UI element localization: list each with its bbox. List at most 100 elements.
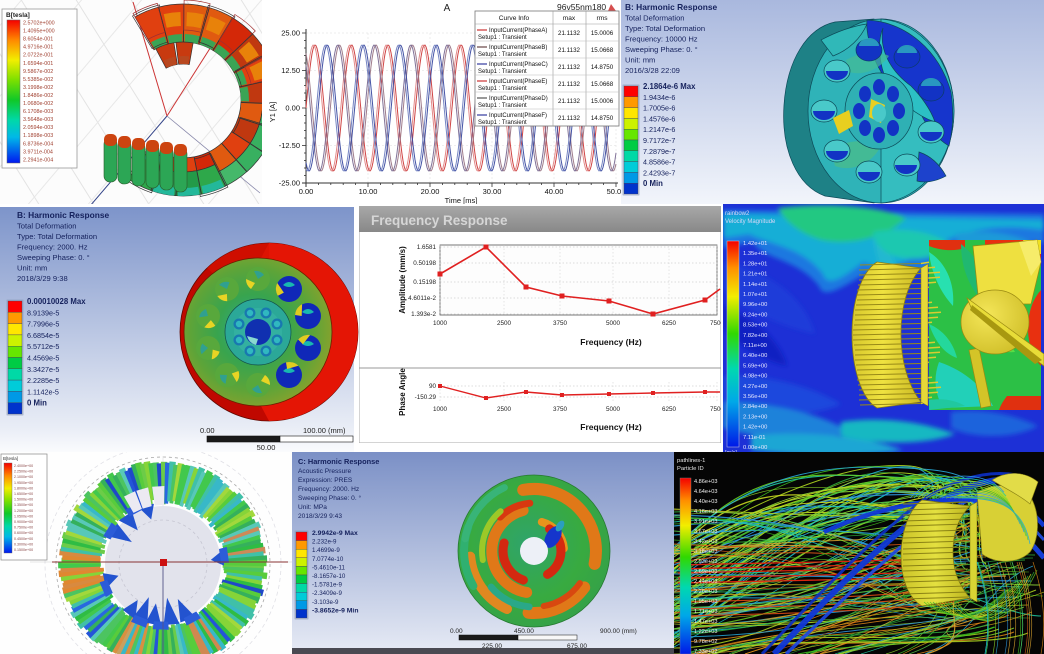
svg-text:2.1000e+00: 2.1000e+00 [14,475,33,479]
svg-text:90: 90 [429,383,437,390]
svg-text:Frequency (Hz): Frequency (Hz) [580,422,642,432]
svg-text:2.5702e+000: 2.5702e+000 [23,21,55,27]
svg-text:3.18e+03: 3.18e+03 [694,549,718,555]
svg-text:0.1500e+00: 0.1500e+00 [14,548,33,552]
svg-text:Particle ID: Particle ID [677,466,704,472]
svg-text:B[tesla]: B[tesla] [6,12,30,19]
svg-text:1.14e+01: 1.14e+01 [743,282,767,288]
svg-text:-2.3409e-9: -2.3409e-9 [312,590,342,597]
svg-text:Y1 [A]: Y1 [A] [268,102,277,122]
svg-text:7.11e+00: 7.11e+00 [743,343,767,349]
svg-text:B: Harmonic Response: B: Harmonic Response [625,2,717,12]
svg-text:Type: Total Deformation: Type: Total Deformation [625,24,705,33]
svg-text:-12.50: -12.50 [279,141,300,150]
svg-text:3750: 3750 [553,320,568,327]
svg-text:3.1998e-002: 3.1998e-002 [23,85,53,91]
svg-text:InputCurrent(PhaseA): InputCurrent(PhaseA) [489,28,547,34]
svg-text:40.00: 40.00 [545,187,564,196]
svg-text:1.47e+03: 1.47e+03 [694,619,718,625]
svg-text:9.5867e-002: 9.5867e-002 [23,69,53,75]
svg-text:3.91e+03: 3.91e+03 [694,519,718,525]
svg-text:3.9711e-004: 3.9711e-004 [23,149,53,155]
svg-text:1.42e+00: 1.42e+00 [743,425,767,431]
svg-text:3.5648e-003: 3.5648e-003 [23,117,53,123]
svg-text:0 Min: 0 Min [27,399,47,408]
svg-text:1.07e+01: 1.07e+01 [743,292,767,298]
svg-text:0.00: 0.00 [200,426,215,435]
svg-text:6.6854e-5: 6.6854e-5 [27,331,59,340]
svg-text:Type: Total Deformation: Type: Total Deformation [17,232,97,241]
svg-text:1.28e+01: 1.28e+01 [743,261,767,267]
svg-text:12.50: 12.50 [281,66,300,75]
svg-text:1.95e+03: 1.95e+03 [694,599,718,605]
svg-text:0.6000e+00: 0.6000e+00 [14,531,33,535]
svg-text:1.1898e-003: 1.1898e-003 [23,133,53,139]
svg-text:A: A [444,3,451,14]
svg-text:8.53e+00: 8.53e+00 [743,323,767,329]
svg-text:0.00e+00: 0.00e+00 [743,445,767,451]
svg-text:0.9000e+00: 0.9000e+00 [14,520,33,524]
svg-text:6250: 6250 [662,320,677,327]
svg-text:675.00: 675.00 [567,643,587,650]
svg-text:1.6594e-001: 1.6594e-001 [23,61,53,67]
svg-text:0.4500e+00: 0.4500e+00 [14,537,33,541]
svg-text:4.9716e-001: 4.9716e-001 [23,45,53,51]
svg-text:1.3500e+00: 1.3500e+00 [14,503,33,507]
svg-text:4.40e+03: 4.40e+03 [694,499,718,505]
svg-text:2.0722e-001: 2.0722e-001 [23,53,53,59]
svg-text:Setup1 : Transient: Setup1 : Transient [478,120,527,126]
svg-text:2.232e-9: 2.232e-9 [312,539,337,546]
svg-text:0.00: 0.00 [299,187,314,196]
svg-text:Amplitude (mm/s): Amplitude (mm/s) [398,246,407,314]
svg-text:1.6500e+00: 1.6500e+00 [14,492,33,496]
svg-text:0.00: 0.00 [450,628,463,635]
svg-text:Setup1 : Transient: Setup1 : Transient [478,103,527,109]
svg-text:30.00: 30.00 [483,187,502,196]
svg-text:7500: 7500 [710,406,721,413]
svg-text:6250: 6250 [662,406,677,413]
svg-text:1.0680e-002: 1.0680e-002 [23,101,53,107]
svg-text:rainbow2: rainbow2 [725,211,750,217]
svg-text:4.4569e-5: 4.4569e-5 [27,354,59,363]
svg-text:Setup1 : Transient: Setup1 : Transient [478,86,527,92]
svg-text:21.1132: 21.1132 [558,98,580,105]
svg-text:-150.29: -150.29 [415,394,437,401]
svg-text:2.4000e+00: 2.4000e+00 [14,464,33,468]
svg-text:2.2285e-5: 2.2285e-5 [27,376,59,385]
svg-text:8.9139e-5: 8.9139e-5 [27,308,59,317]
svg-text:1.35e+01: 1.35e+01 [743,251,767,257]
svg-text:21.1132: 21.1132 [558,115,580,122]
svg-text:1.4576e-6: 1.4576e-6 [643,114,675,123]
svg-text:2.1864e-6 Max: 2.1864e-6 Max [643,82,696,91]
svg-text:1.21e+01: 1.21e+01 [743,272,767,278]
svg-text:-5.4610e-11: -5.4610e-11 [312,564,345,571]
svg-text:10.00: 10.00 [359,187,378,196]
svg-text:9.24e+00: 9.24e+00 [743,312,767,318]
svg-text:6.40e+00: 6.40e+00 [743,353,767,359]
svg-text:7.11e-01: 7.11e-01 [743,435,765,441]
svg-text:Sweeping Phase: 0. °: Sweeping Phase: 0. ° [298,494,361,502]
svg-text:1.4699e-9: 1.4699e-9 [312,547,340,554]
svg-text:Curve Info: Curve Info [499,15,530,22]
svg-text:1000: 1000 [433,406,448,413]
svg-text:InputCurrent(PhaseF): InputCurrent(PhaseF) [489,113,547,119]
svg-text:pathlines-1: pathlines-1 [677,458,705,464]
svg-text:Sweeping Phase: 0. °: Sweeping Phase: 0. ° [625,45,698,54]
svg-text:1.2000e+00: 1.2000e+00 [14,509,33,513]
svg-text:InputCurrent(PhaseE): InputCurrent(PhaseE) [489,79,547,85]
svg-text:1.9500e+00: 1.9500e+00 [14,481,33,485]
svg-text:2016/3/28 22:09: 2016/3/28 22:09 [625,66,680,75]
svg-text:100.00 (mm): 100.00 (mm) [303,426,346,435]
svg-text:7.82e+00: 7.82e+00 [743,333,767,339]
svg-text:9.78e+02: 9.78e+02 [694,639,718,645]
svg-text:5.69e+00: 5.69e+00 [743,363,767,369]
svg-text:rms: rms [597,15,609,22]
svg-text:-25.00: -25.00 [279,179,300,188]
svg-text:15.0668: 15.0668 [591,47,614,54]
svg-text:-1.5781e-9: -1.5781e-9 [312,582,342,589]
svg-text:Total Deformation: Total Deformation [625,14,685,23]
svg-text:Acoustic Pressure: Acoustic Pressure [298,468,351,475]
svg-text:9.7172e-7: 9.7172e-7 [643,136,675,145]
svg-text:0.50198: 0.50198 [413,260,436,267]
svg-text:7.0774e-10: 7.0774e-10 [312,556,344,563]
